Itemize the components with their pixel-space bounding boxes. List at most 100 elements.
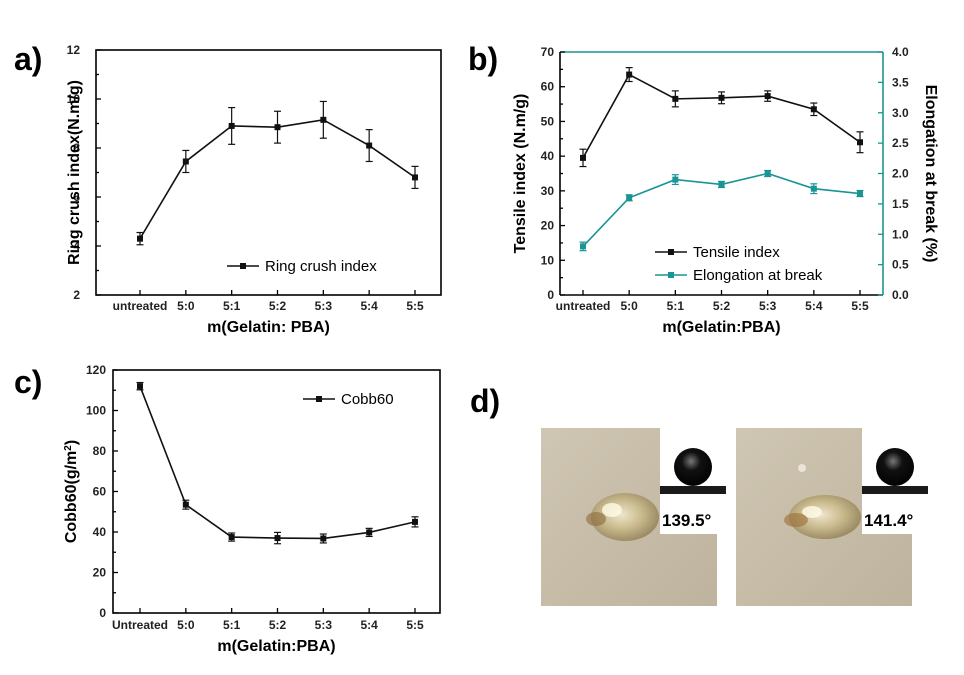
panel-b-label: b) <box>468 41 498 77</box>
panel-a-label: a) <box>14 41 42 77</box>
x-tick-label: 5:4 <box>360 618 378 632</box>
x-tick-label: 5:1 <box>223 299 241 313</box>
data-point <box>764 93 771 100</box>
y-tick-label: 2 <box>73 288 80 302</box>
x-tick-label: 5:3 <box>759 299 777 313</box>
y-tick-label: 20 <box>93 566 107 580</box>
x-tick-label: 5:2 <box>269 618 287 632</box>
legend-cobb60-marker <box>316 396 322 402</box>
x-tick-label: 5:5 <box>851 299 869 313</box>
legend-elongation-label: Elongation at break <box>693 267 823 284</box>
y2-tick-label: 0.0 <box>892 288 909 302</box>
x-tick-label: 5:0 <box>177 299 195 313</box>
data-point <box>274 535 281 542</box>
y2-tick-label: 3.0 <box>892 106 909 120</box>
x-axis-title: m(Gelatin:PBA) <box>662 319 780 336</box>
y2-axis-title: Elongation at break (%) <box>922 85 939 263</box>
panel-c-label: c) <box>14 364 42 400</box>
y-axis-title-end: ) <box>63 440 80 445</box>
data-point <box>718 181 725 188</box>
y2-tick-label: 1.0 <box>892 227 909 241</box>
photo-2: 141.4° <box>736 428 928 606</box>
x-axis-title: m(Gelatin:PBA) <box>217 638 335 655</box>
y-axis-title-text: Tensile index (N.m/g) <box>512 94 529 254</box>
contact-angle-value-2: 141.4° <box>864 511 914 530</box>
y2-tick-label: 1.5 <box>892 197 909 211</box>
data-point <box>182 158 189 165</box>
data-point <box>672 95 679 102</box>
data-point <box>366 529 373 536</box>
x-tick-label: untreated <box>556 299 611 313</box>
x-tick-label: 5:2 <box>269 299 287 313</box>
y2-tick-label: 2.5 <box>892 136 909 150</box>
y-axis-title: Tensile index (N.m/g) <box>512 94 529 254</box>
x-axis-title: m(Gelatin: PBA) <box>207 319 330 336</box>
data-point <box>412 174 418 181</box>
x-tick-label: 5:5 <box>406 299 424 313</box>
data-point <box>810 106 817 113</box>
chart-ring-crush: 2 4 6 8 10 12 untreated 5:0 5:1 5:2 5:3 5:4 5:5 m(Gel… <box>66 43 442 336</box>
data-point <box>626 194 633 201</box>
data-point <box>718 94 725 101</box>
data-point <box>672 176 679 183</box>
data-point <box>764 170 771 177</box>
x-tick-label: 5:1 <box>667 299 685 313</box>
data-point <box>412 518 418 525</box>
y-tick-label: 30 <box>541 184 555 198</box>
water-droplet-2 <box>789 495 861 539</box>
y-tick-label: 0 <box>99 606 106 620</box>
legend-elongation-marker <box>668 272 674 278</box>
y2-tick-label: 3.5 <box>892 75 909 89</box>
y-axis-title-text: Ring crush index(N.m/g) <box>66 80 83 265</box>
data-point <box>182 501 189 508</box>
legend-ring-crush-label: Ring crush index <box>265 258 377 275</box>
x-tick-label: untreated <box>113 299 168 313</box>
data-point <box>137 235 143 242</box>
y-tick-label: 100 <box>86 404 106 418</box>
y-axis-title: Cobb60(g/m2) <box>63 440 81 543</box>
x-tick-label: 5:5 <box>406 618 424 632</box>
contact-angle-drop-1 <box>674 448 712 486</box>
y2-tick-label: 0.5 <box>892 258 909 272</box>
y-tick-label: 40 <box>541 149 555 163</box>
y-tick-label: 60 <box>541 80 555 94</box>
data-point <box>626 71 633 78</box>
chart-cobb60: 0 20 40 60 80 100 120 Untreated 5:0 5:1 5:2 5:3 5:4 5… <box>63 363 441 655</box>
y-tick-label: 80 <box>93 444 107 458</box>
photo-1: 139.5° <box>541 428 726 606</box>
y-tick-label: 50 <box>541 114 555 128</box>
x-tick-label: 5:3 <box>315 299 333 313</box>
x-tick-label: 5:1 <box>223 618 241 632</box>
y-tick-label: 20 <box>541 219 555 233</box>
data-point <box>320 535 327 542</box>
y-tick-label: 10 <box>541 253 555 267</box>
y2-tick-label: 2.0 <box>892 167 909 181</box>
x-tick-label: 5:0 <box>620 299 638 313</box>
y-axis-title-sup: 2 <box>63 445 74 451</box>
series-line-1 <box>582 73 861 159</box>
y-tick-label: 4 <box>73 239 80 253</box>
chart-tensile-elongation: 0 10 20 30 40 50 60 70 0.0 0.5 1.0 1.5 2.0 2.5 3.0 3.5 4… <box>512 45 939 336</box>
data-point <box>137 383 143 390</box>
legend-cobb60-label: Cobb60 <box>341 391 394 408</box>
panel-d-label: d) <box>470 383 500 419</box>
contact-angle-drop-2 <box>876 448 914 486</box>
y-axis-title: Ring crush index(N.m/g) <box>66 80 83 265</box>
data-point <box>580 243 586 250</box>
y-tick-label: 120 <box>86 363 106 377</box>
data-point <box>366 142 373 149</box>
x-tick-label: Untreated <box>112 618 168 632</box>
legend-tensile-marker <box>668 249 674 255</box>
data-point <box>320 116 327 123</box>
series-line-1 <box>139 385 416 540</box>
y-axis-title-text: Cobb60(g/m <box>63 451 80 543</box>
y-tick-label: 70 <box>541 45 555 59</box>
x-tick-label: 5:4 <box>360 299 378 313</box>
data-point <box>580 154 586 161</box>
x-tick-label: 5:2 <box>713 299 731 313</box>
data-point <box>857 190 863 197</box>
data-point <box>228 534 235 541</box>
y-tick-label: 40 <box>93 525 107 539</box>
y-tick-label: 0 <box>547 288 554 302</box>
